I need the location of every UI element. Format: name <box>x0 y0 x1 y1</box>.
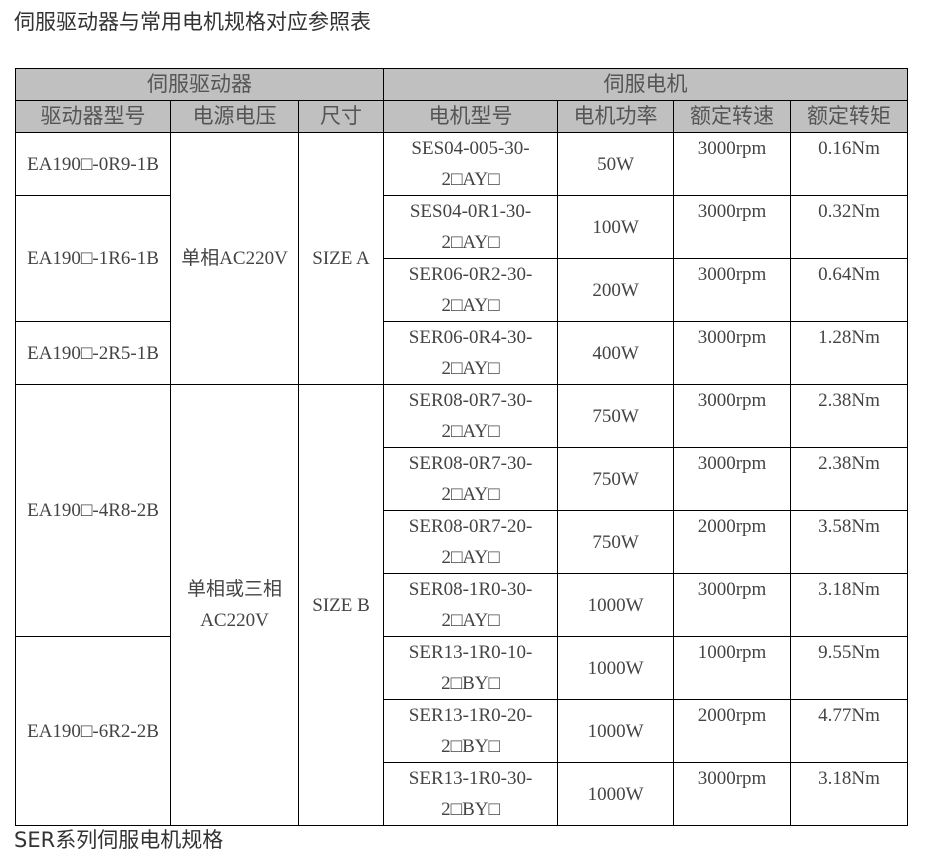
driver-model: EA190□-2R5-1B <box>15 321 171 385</box>
motor-model: SER06-0R2-30-2□AY□ <box>383 258 559 322</box>
rated-torque: 2.38Nm <box>790 447 909 511</box>
table-row: SER08-0R7-20-2□AY□ 750W 2000rpm 3.58Nm <box>16 510 909 574</box>
motor-model: SER06-0R4-30-2□AY□ <box>383 321 559 385</box>
motor-power: 200W <box>557 258 675 322</box>
motor-model: SER13-1R0-20-2□BY□ <box>383 699 559 763</box>
rated-torque: 1.28Nm <box>790 321 909 385</box>
motor-power: 750W <box>557 447 675 511</box>
motor-model: SER08-1R0-30-2□AY□ <box>383 573 559 637</box>
column-header: 电机型号 <box>383 100 559 133</box>
column-header: 额定转矩 <box>790 100 909 133</box>
driver-model: EA190□-6R2-2B <box>15 636 171 826</box>
power-voltage: 单相AC220V <box>170 132 299 385</box>
column-header: 电机功率 <box>557 100 675 133</box>
motor-model: SER13-1R0-10-2□BY□ <box>383 636 559 700</box>
column-header: 额定转速 <box>673 100 792 133</box>
motor-power: 400W <box>557 321 675 385</box>
rated-speed: 3000rpm <box>673 447 792 511</box>
table-row: EA190□-2R5-1B SER06-0R4-30-2□AY□ 400W 3000r… <box>15 321 909 385</box>
rated-speed: 2000rpm <box>673 699 792 763</box>
motor-power: 100W <box>557 195 675 259</box>
rated-speed: 3000rpm <box>673 132 792 196</box>
rated-speed: 3000rpm <box>673 573 792 637</box>
group-header-driver: 伺服驱动器 <box>14 68 385 101</box>
rated-speed: 3000rpm <box>673 762 792 826</box>
rated-speed: 3000rpm <box>673 258 792 322</box>
motor-power: 50W <box>557 132 675 196</box>
motor-power: 1000W <box>557 573 675 637</box>
rated-torque: 3.58Nm <box>790 510 909 574</box>
table-row: SER08-0R7-30-2□AY□ 750W 3000rpm 2.38Nm <box>16 447 909 511</box>
rated-torque: 3.18Nm <box>790 573 909 637</box>
rated-torque: 0.64Nm <box>790 258 909 322</box>
motor-power: 750W <box>557 510 675 574</box>
column-header: 尺寸 <box>297 100 385 133</box>
motor-power: 750W <box>557 384 675 448</box>
motor-model: SER08-0R7-20-2□AY□ <box>383 510 559 574</box>
rated-speed: 1000rpm <box>673 636 792 700</box>
rated-speed: 2000rpm <box>673 510 792 574</box>
motor-model: SER08-0R7-30-2□AY□ <box>383 447 559 511</box>
rated-torque: 3.18Nm <box>790 762 909 826</box>
driver-model: EA190□-0R9-1B <box>15 132 171 196</box>
motor-model: SES04-0R1-30-2□AY□ <box>383 195 559 259</box>
frame-size: SIZE A <box>297 132 385 385</box>
table-row: EA190□-4R8-2B 单相或三相AC220V SIZE B SER08-0R7-… <box>15 384 909 826</box>
motor-power: 1000W <box>557 762 675 826</box>
motor-power: 1000W <box>557 699 675 763</box>
table-row: SER08-1R0-30-2□AY□ 1000W 3000rpm 3.18Nm <box>16 573 909 637</box>
column-header: 驱动器型号 <box>15 100 171 133</box>
table-row: SER13-1R0-30-2□BY□ 1000W 3000rpm 3.18Nm <box>16 762 909 826</box>
power-voltage: 单相或三相AC220V <box>170 384 299 826</box>
rated-torque: 4.77Nm <box>790 699 909 763</box>
driver-model: EA190□-1R6-1B <box>15 195 171 322</box>
rated-speed: 3000rpm <box>673 384 792 448</box>
rated-torque: 0.16Nm <box>790 132 909 196</box>
frame-size: SIZE B <box>297 384 385 826</box>
page-title: 伺服驱动器与常用电机规格对应参照表 <box>14 10 371 34</box>
motor-power: 1000W <box>557 636 675 700</box>
rated-torque: 9.55Nm <box>790 636 909 700</box>
table-row: EA190□-0R9-1B 单相AC220V SIZE A SES04-005-30-… <box>15 132 909 385</box>
rated-speed: 3000rpm <box>673 195 792 259</box>
motor-model: SES04-005-30-2□AY□ <box>383 132 559 196</box>
table-row: EA190□-1R6-1B SES04-0R1-30-2□AY□ 100W 3000r… <box>15 195 909 322</box>
rated-torque: 0.32Nm <box>790 195 909 259</box>
spec-table: 伺服驱动器 伺服电机 驱动器型号 电源电压 尺寸 电机型号 电机功率 额定转速 额定转矩 E… <box>14 68 909 826</box>
rated-torque: 2.38Nm <box>790 384 909 448</box>
rated-speed: 3000rpm <box>673 321 792 385</box>
table-row: EA190□-6R2-2B SER13-1R0-10-2□BY□ 1000W 1000… <box>15 636 909 826</box>
driver-model: EA190□-4R8-2B <box>15 384 171 637</box>
motor-model: SER08-0R7-30-2□AY□ <box>383 384 559 448</box>
section-heading: SER系列伺服电机规格 <box>14 828 224 852</box>
column-header: 电源电压 <box>170 100 299 133</box>
motor-model: SER13-1R0-30-2□BY□ <box>383 762 559 826</box>
table-row: SER06-0R2-30-2□AY□ 200W 3000rpm 0.64Nm <box>16 258 909 322</box>
group-header-motor: 伺服电机 <box>383 68 909 101</box>
